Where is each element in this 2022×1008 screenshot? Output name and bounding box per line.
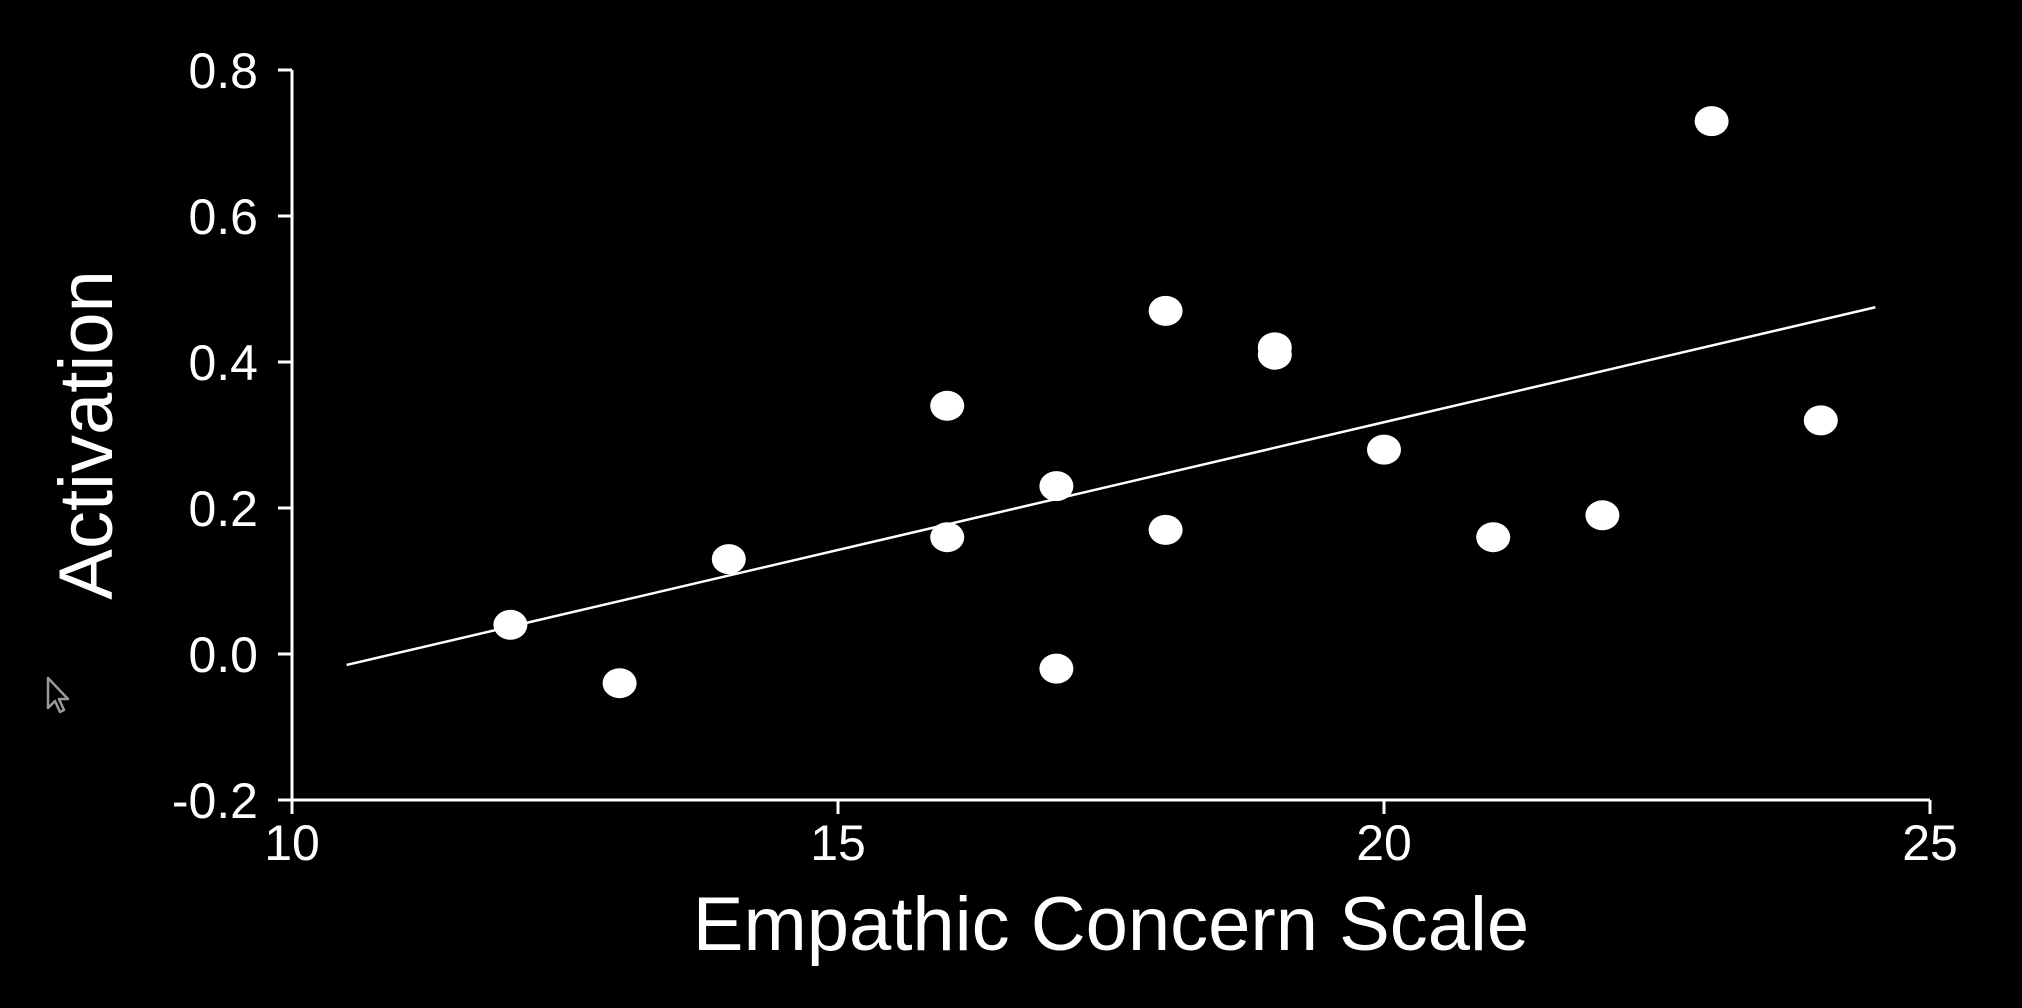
data-point [1257, 339, 1292, 370]
data-point [711, 544, 746, 575]
data-point [1694, 106, 1729, 137]
data-point [930, 390, 965, 421]
y-tick-label: 0.4 [188, 335, 258, 391]
y-tick-label: -0.2 [172, 773, 258, 829]
data-point [1585, 500, 1620, 531]
x-axis-ticks: 10 15 20 25 [264, 800, 1958, 871]
data-point [1148, 514, 1183, 545]
y-tick-label: 0.8 [188, 43, 258, 99]
x-tick-label: 20 [1356, 815, 1412, 871]
data-point [1476, 522, 1511, 553]
data-point [1367, 434, 1401, 465]
x-tick-label: 10 [264, 815, 320, 871]
y-tick-label: 0.2 [188, 481, 258, 537]
data-point [930, 522, 965, 553]
mouse-cursor-icon [46, 676, 70, 714]
x-tick-label: 15 [810, 815, 866, 871]
x-tick-label: 25 [1902, 815, 1958, 871]
x-axis-title: Empathic Concern Scale [693, 882, 1529, 967]
y-axis-ticks: 0.8 0.6 0.4 0.2 0.0 -0.2 [172, 43, 292, 829]
data-point [493, 609, 528, 640]
data-points [493, 106, 1838, 699]
y-tick-label: 0.0 [188, 627, 258, 683]
y-axis-title: Activation [44, 270, 129, 600]
y-tick-label: 0.6 [188, 189, 258, 245]
data-point [1148, 295, 1183, 326]
data-point [1039, 471, 1074, 502]
trend-line [346, 306, 1876, 667]
data-point [602, 668, 637, 699]
data-point [1039, 653, 1074, 684]
data-point [1803, 405, 1838, 436]
